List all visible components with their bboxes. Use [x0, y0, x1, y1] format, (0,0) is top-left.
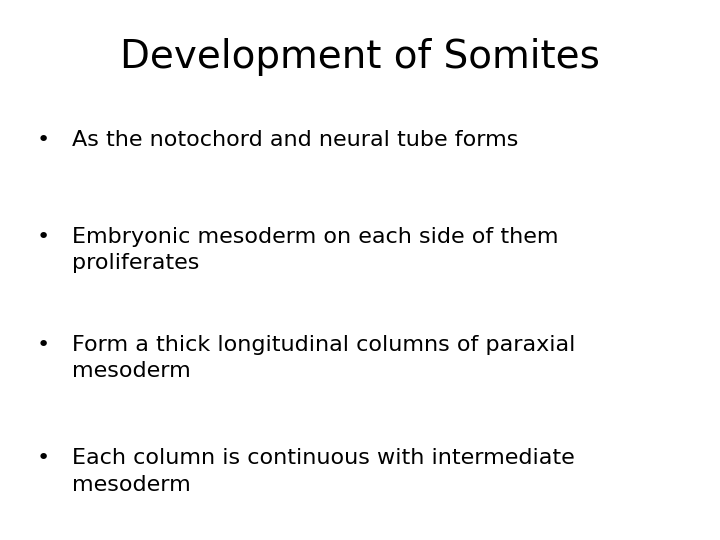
Text: Form a thick longitudinal columns of paraxial
mesoderm: Form a thick longitudinal columns of par…: [72, 335, 575, 381]
Text: Embryonic mesoderm on each side of them
proliferates: Embryonic mesoderm on each side of them …: [72, 227, 559, 273]
Text: Development of Somites: Development of Somites: [120, 38, 600, 76]
Text: As the notochord and neural tube forms: As the notochord and neural tube forms: [72, 130, 518, 150]
Text: •: •: [37, 130, 50, 150]
Text: •: •: [37, 335, 50, 355]
Text: •: •: [37, 227, 50, 247]
Text: •: •: [37, 448, 50, 468]
Text: Each column is continuous with intermediate
mesoderm: Each column is continuous with intermedi…: [72, 448, 575, 495]
